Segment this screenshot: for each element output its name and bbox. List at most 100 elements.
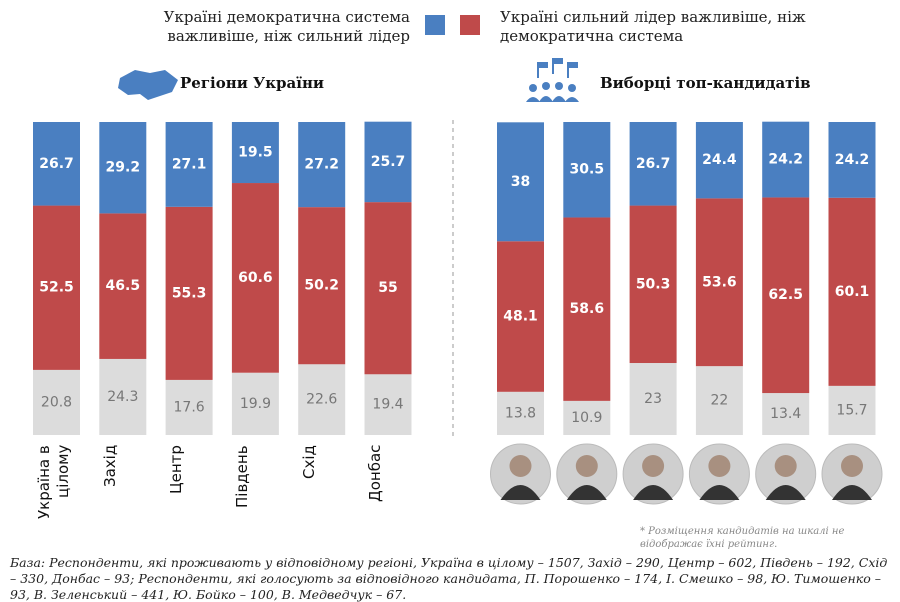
people-icon <box>526 58 579 102</box>
candidate-photo-head <box>642 455 665 477</box>
value-label: 19.5 <box>238 145 273 161</box>
value-label: 60.6 <box>238 270 273 286</box>
candidate-photo-head <box>575 455 598 477</box>
bar-segment <box>563 400 611 435</box>
value-label: 50.3 <box>636 276 671 292</box>
x-tick-label: Центр <box>167 445 186 494</box>
value-label: 24.4 <box>702 152 737 168</box>
bar-segment <box>563 122 611 218</box>
bar-segment <box>629 363 677 435</box>
value-label: 27.2 <box>304 157 339 173</box>
bar-segment <box>231 183 279 373</box>
bar-segment <box>762 121 810 198</box>
value-label: 30.5 <box>570 162 605 178</box>
value-label: 55 <box>378 280 397 296</box>
value-label: 53.6 <box>702 274 737 290</box>
value-label: 24.3 <box>107 389 138 405</box>
bar-segment <box>497 391 544 435</box>
value-label: 26.7 <box>636 156 671 172</box>
candidate-photo-body <box>765 485 806 500</box>
bar-segment <box>762 197 810 394</box>
bar-segment <box>33 205 80 370</box>
value-label: 13.4 <box>770 406 801 422</box>
x-tick-label: Донбас <box>366 445 384 503</box>
map-icon <box>118 70 178 100</box>
value-label: 50.2 <box>304 278 339 294</box>
value-label: 17.6 <box>174 399 205 415</box>
bar-segment <box>695 366 743 435</box>
value-label: 15.7 <box>836 402 867 418</box>
bar-segment <box>629 205 677 364</box>
footnote: * Розміщення кандидатів на шкалі не відо… <box>640 526 845 550</box>
value-label: 22 <box>710 393 728 409</box>
candidate-photo-head <box>708 455 731 477</box>
value-label: 58.6 <box>570 301 605 317</box>
legend-label: Україні демократична система важливіше, … <box>163 8 410 45</box>
value-label: 26.7 <box>39 156 74 172</box>
candidate-photo-head <box>774 455 797 477</box>
value-label: 19.4 <box>372 397 403 413</box>
value-label: 24.2 <box>835 152 870 168</box>
candidate-photo-head <box>841 455 863 477</box>
bar-segment <box>298 122 346 208</box>
value-label: 46.5 <box>106 278 141 294</box>
legend-label: Україні сильний лідер важливіше, ніж дем… <box>500 8 806 45</box>
bar-segment <box>99 213 147 359</box>
panel-title: Виборці топ-кандидатів <box>600 74 811 92</box>
bar-segment <box>695 122 743 199</box>
bar-segment <box>828 385 876 435</box>
candidate-photo-body <box>633 485 674 500</box>
source-note: База: Респонденти, які проживають у відп… <box>10 555 888 602</box>
bar-segment <box>298 207 346 365</box>
bar-segment <box>762 393 810 435</box>
panel-title: Регіони України <box>180 74 325 92</box>
value-label: 20.8 <box>41 394 72 410</box>
bar-segment <box>33 369 80 435</box>
value-label: 52.5 <box>39 280 74 296</box>
value-label: 10.9 <box>571 410 602 426</box>
x-tick-label: Південь <box>233 445 252 508</box>
bar-segment <box>165 379 213 435</box>
value-label: 62.5 <box>768 287 803 303</box>
x-tick-label: Захід <box>100 445 119 488</box>
bar-segment <box>497 241 544 392</box>
candidate-photo-body <box>699 485 740 500</box>
value-label: 25.7 <box>371 154 406 170</box>
value-label: 38 <box>511 174 530 190</box>
value-label: 13.8 <box>505 405 536 421</box>
value-label: 55.3 <box>172 285 207 301</box>
value-label: 22.6 <box>306 392 337 408</box>
value-label: 60.1 <box>835 284 870 300</box>
x-tick-label: Схід <box>299 445 318 479</box>
bar-segment <box>695 198 743 367</box>
bar-segment <box>298 364 346 435</box>
legend-swatch <box>425 15 445 35</box>
value-label: 29.2 <box>106 160 141 176</box>
bar-segment <box>165 122 213 207</box>
candidate-photo-body <box>500 485 541 500</box>
value-label: 24.2 <box>768 152 803 168</box>
x-tick-label: Україна в цілому <box>34 445 72 519</box>
bar-segment <box>364 202 412 375</box>
value-label: 23 <box>644 391 662 407</box>
value-label: 48.1 <box>503 309 538 325</box>
candidate-photo-head <box>509 455 532 477</box>
candidate-photo-body <box>566 485 607 500</box>
bar-segment <box>99 358 147 435</box>
bar-segment <box>231 122 279 184</box>
bar-segment <box>33 122 80 206</box>
legend-swatch <box>460 15 480 35</box>
bar-segment <box>364 374 412 435</box>
bar-segment <box>99 122 147 214</box>
value-label: 27.1 <box>172 156 207 172</box>
bar-segment <box>629 122 677 206</box>
value-label: 19.9 <box>240 396 271 412</box>
bar-segment <box>828 197 876 386</box>
bar-segment <box>165 206 213 380</box>
candidate-photo-body <box>832 485 872 500</box>
bar-segment <box>231 372 279 435</box>
bar-segment <box>497 122 544 242</box>
bar-segment <box>364 121 412 203</box>
